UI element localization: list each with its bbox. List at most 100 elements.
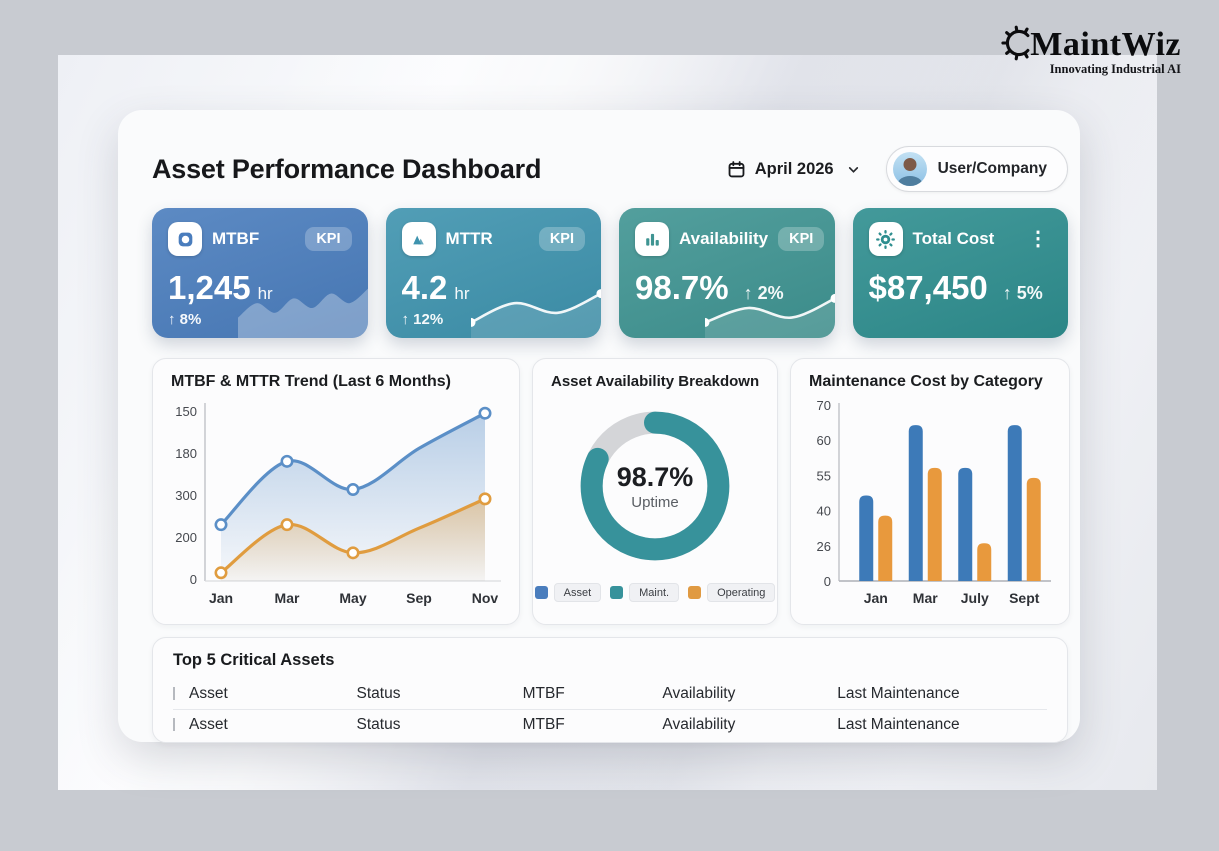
- kpi-label: Availability: [679, 229, 769, 248]
- bar-chart-title: Maintenance Cost by Category: [809, 373, 1043, 390]
- kpi-value: 98.7%: [635, 269, 729, 306]
- kpi-unit: hr: [257, 284, 273, 303]
- row-tick: [173, 687, 175, 700]
- legend-label: Asset: [553, 583, 602, 602]
- cell-last-maintenance: Last Maintenance: [837, 716, 960, 733]
- date-selector[interactable]: April 2026: [727, 160, 860, 179]
- chevron-down-icon: [848, 166, 858, 173]
- charts-row: MTBF & MTTR Trend (Last 6 Months) 150 180…: [152, 358, 1070, 625]
- kpi-sparkline: [471, 289, 601, 338]
- circle-square-icon: [168, 222, 202, 256]
- kpi-card-mtbf: MTBF KPI 1,245 hr ↑ 8%: [152, 208, 368, 338]
- kpi-label: MTBF: [212, 229, 260, 248]
- gear-icon: [868, 222, 903, 256]
- legend-swatch: [610, 586, 624, 599]
- page-title: Asset Performance Dashboard: [152, 153, 542, 184]
- kpi-value: $87,450: [868, 269, 988, 306]
- svg-text:Jan: Jan: [209, 590, 233, 606]
- row-tick: [173, 718, 175, 731]
- svg-text:Sep: Sep: [406, 590, 432, 606]
- svg-text:26: 26: [817, 539, 831, 554]
- bar-chart: 70 60 55 40 26 0 Jan Mar July Sept: [817, 398, 1051, 606]
- svg-text:Nov: Nov: [472, 590, 499, 606]
- legend-label: Operating: [707, 583, 776, 602]
- legend-swatch: [688, 586, 702, 599]
- kpi-delta: ↑ 2%: [743, 283, 784, 303]
- svg-text:0: 0: [824, 574, 831, 589]
- svg-text:July: July: [961, 590, 989, 606]
- kpi-card-availability: Availability KPI 98.7% ↑ 2%: [619, 208, 835, 338]
- brand-tagline: Innovating Industrial AI: [1049, 62, 1181, 76]
- svg-text:40: 40: [817, 504, 831, 519]
- svg-text:180: 180: [175, 446, 197, 461]
- dashboard-card: Asset Performance Dashboard April 2026 U…: [118, 110, 1080, 743]
- kpi-sparkline: [704, 293, 835, 338]
- svg-text:0: 0: [190, 572, 197, 587]
- donut-legend: Asset Maint. Operating: [534, 583, 776, 602]
- cell-mtbf: MTBF: [522, 716, 565, 733]
- kebab-menu-icon[interactable]: ⋮: [1028, 228, 1048, 250]
- kpi-badge: KPI: [305, 227, 352, 251]
- availability-breakdown-panel: Asset Availability Breakdown 98.7% Uptim…: [532, 358, 778, 625]
- column-last-maintenance: Last Maintenance: [837, 685, 960, 702]
- column-availability: Availability: [662, 685, 736, 702]
- svg-text:55: 55: [817, 468, 831, 483]
- kpi-unit: hr: [454, 284, 470, 303]
- column-asset: Asset: [173, 685, 357, 703]
- uptime-label: Uptime: [631, 493, 679, 511]
- legend-swatch: [534, 586, 548, 599]
- cell-availability: Availability: [662, 716, 736, 733]
- cost-by-category-panel: Maintenance Cost by Category 70 60 55 40 26 0…: [790, 358, 1070, 625]
- kpi-card-mttr: MTTR KPI 4.2 hr ↑ 12%: [385, 208, 601, 338]
- kpi-value: 1,245: [168, 269, 251, 306]
- user-menu[interactable]: User/Company: [885, 146, 1068, 192]
- kpi-value: 4.2: [401, 269, 448, 306]
- kpi-label: MTTR: [445, 229, 493, 248]
- brand-logo: MaintWiz Innovating Industrial AI: [1001, 25, 1181, 77]
- kpi-badge: KPI: [538, 227, 585, 251]
- svg-text:Jan: Jan: [864, 590, 888, 606]
- kpi-badge: KPI: [778, 227, 825, 251]
- line-chart-title: MTBF & MTTR Trend (Last 6 Months): [171, 373, 451, 390]
- legend-label: Maint.: [629, 583, 680, 602]
- critical-assets-panel: Top 5 Critical Assets Asset Status MTBF …: [152, 637, 1068, 743]
- table-title: Top 5 Critical Assets: [173, 651, 335, 669]
- svg-text:Mar: Mar: [913, 590, 938, 606]
- line-chart: 150 180 300 200 0 Jan Mar May Sep Nov: [175, 403, 501, 606]
- triangles-icon: [401, 222, 436, 256]
- gear-logo-icon: [1001, 25, 1030, 61]
- avatar: [892, 152, 927, 186]
- table-header-row: Asset Status MTBF Availability Last Main…: [173, 679, 1047, 709]
- kpi-delta: ↑ 8%: [168, 311, 202, 328]
- donut-chart: 98.7% Uptime: [567, 398, 743, 574]
- table-row: Asset Status MTBF Availability Last Main…: [173, 709, 1047, 740]
- svg-text:Mar: Mar: [275, 590, 300, 606]
- kpi-card-total-cost: Total Cost ⋮ $87,450 ↑ 5%: [852, 208, 1068, 338]
- kpi-delta: ↑ 12%: [401, 311, 444, 328]
- svg-text:150: 150: [175, 404, 197, 419]
- mtbf-mttr-trend-panel: MTBF & MTTR Trend (Last 6 Months) 150 180…: [152, 358, 520, 625]
- legend-item[interactable]: Asset: [534, 583, 602, 602]
- svg-text:Sept: Sept: [1009, 590, 1040, 606]
- donut-ring: [580, 411, 730, 561]
- svg-text:60: 60: [817, 433, 831, 448]
- donut-center: 98.7% Uptime: [567, 398, 743, 574]
- uptime-value: 98.7%: [616, 461, 694, 492]
- kpi-delta: ↑ 5%: [1002, 283, 1043, 303]
- calendar-icon: [728, 160, 745, 177]
- bar-chart-icon: [635, 222, 669, 256]
- user-label: User/Company: [937, 160, 1047, 177]
- dashboard-header: Asset Performance Dashboard April 2026 U…: [118, 110, 1080, 192]
- svg-text:May: May: [339, 590, 366, 606]
- svg-text:200: 200: [175, 530, 197, 545]
- donut-chart-title: Asset Availability Breakdown: [551, 373, 760, 390]
- svg-text:300: 300: [175, 488, 197, 503]
- legend-item[interactable]: Maint.: [610, 583, 680, 602]
- svg-text:70: 70: [817, 398, 831, 413]
- legend-item[interactable]: Operating: [688, 583, 776, 602]
- date-label: April 2026: [754, 159, 834, 178]
- cell-status: Status: [356, 716, 401, 733]
- brand-name: MaintWiz: [1030, 26, 1181, 63]
- column-status: Status: [356, 685, 401, 702]
